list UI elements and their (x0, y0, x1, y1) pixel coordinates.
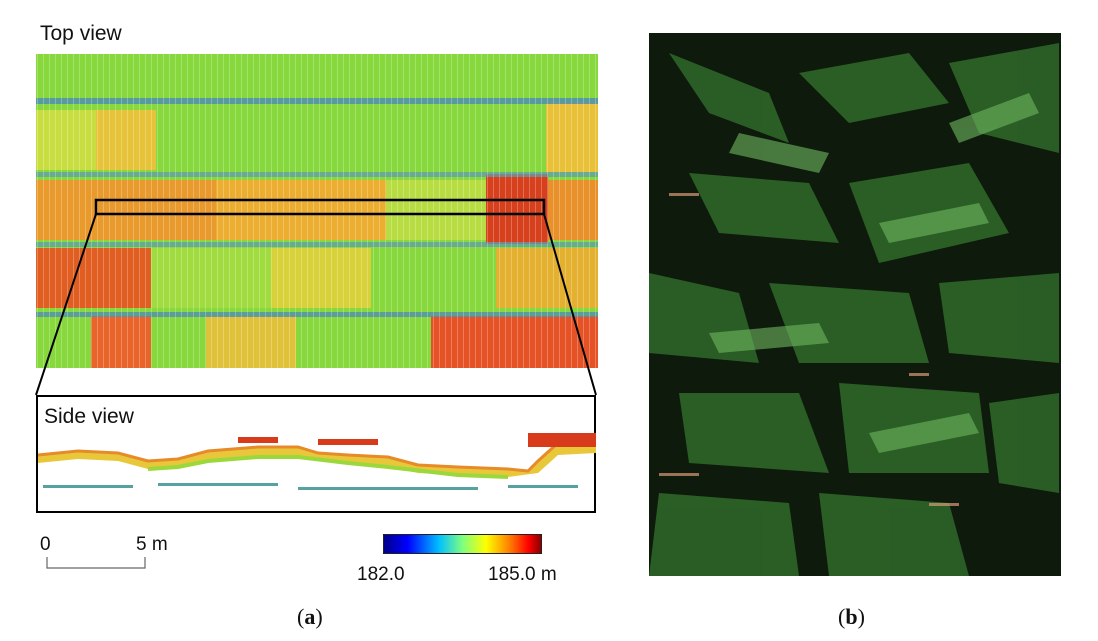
caption-b: (b) (838, 604, 865, 629)
caption-a: (a) (297, 604, 323, 629)
scale-bar-start-label: 0 (40, 534, 51, 555)
caption-a-letter: a (304, 604, 316, 629)
scale-bar (46, 557, 146, 569)
caption-b-letter: b (845, 604, 858, 629)
side-view-point-cloud (38, 433, 596, 490)
canopy-photograph (649, 33, 1061, 576)
scale-bar-end-label: 5 m (136, 534, 168, 555)
colorbar-max-label: 185.0 m (488, 564, 557, 585)
elevation-colorbar (383, 534, 542, 554)
top-view-point-cloud (36, 54, 598, 368)
side-view-label: Side view (44, 405, 134, 428)
top-view-label: Top view (40, 22, 122, 45)
colorbar-min-label: 182.0 (357, 564, 405, 585)
